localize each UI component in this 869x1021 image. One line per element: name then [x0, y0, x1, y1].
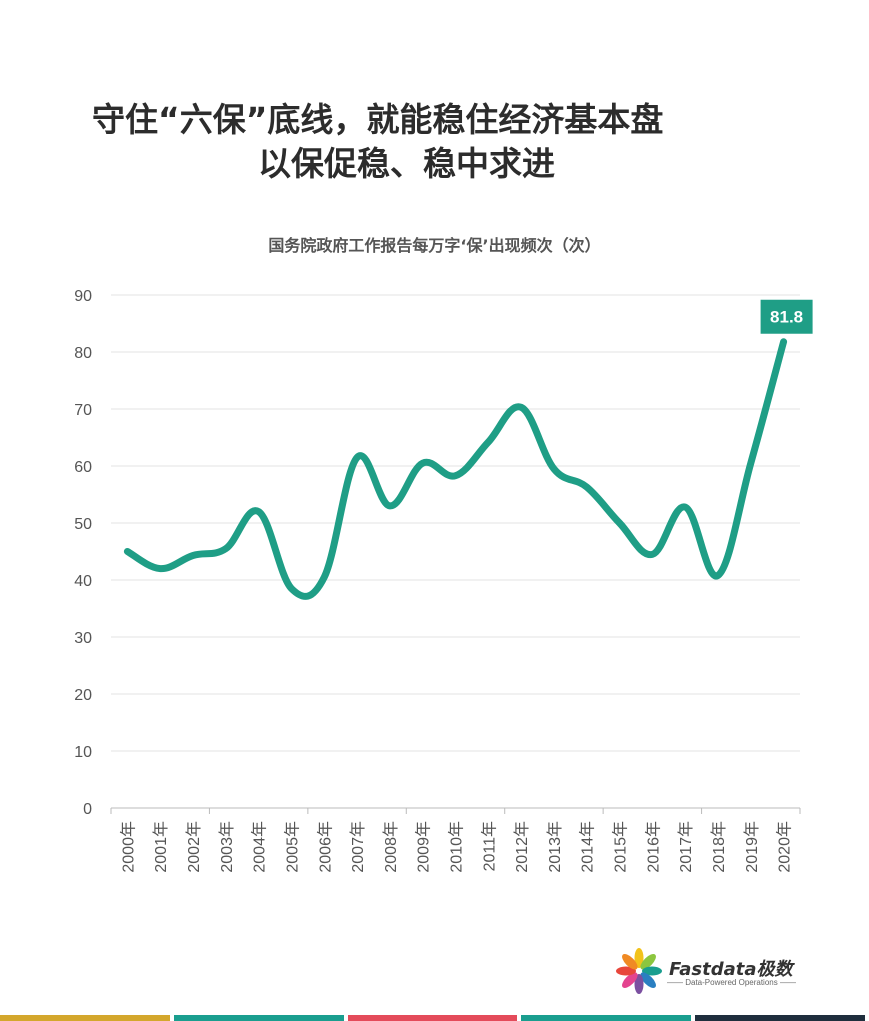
logo-tagline-text: Data-Powered Operations [685, 978, 778, 987]
title-line-1: 守住“六保”底线，就能稳住经济基本盘 [92, 100, 664, 139]
x-tick-label: 2002年 [185, 821, 203, 873]
x-tick-label: 2016年 [644, 821, 662, 873]
y-tick-label: 90 [74, 288, 92, 305]
x-tick-label: 2012年 [513, 821, 531, 873]
x-tick-label: 2020年 [776, 821, 794, 873]
x-tick-label: 2019年 [743, 821, 761, 873]
y-tick-label: 80 [74, 345, 92, 362]
y-tick-label: 70 [74, 402, 92, 419]
logo-name: Fastdata极数 [669, 959, 793, 980]
line-chart: 0 10 20 30 40 50 60 70 80 90 2000年 2001年 2002年 2003年 2… [74, 288, 813, 873]
y-tick-label: 30 [74, 630, 92, 647]
x-tick-label: 2000年 [119, 821, 137, 873]
x-tick-label: 2013年 [546, 821, 564, 873]
x-tick-label: 2011年 [480, 821, 498, 871]
x-tick-label: 2005年 [283, 821, 301, 873]
x-tick-label: 2014年 [579, 821, 597, 873]
y-tick-label: 50 [74, 516, 92, 533]
x-tick-label: 2017年 [677, 821, 695, 873]
x-tick-label: 2008年 [382, 821, 400, 873]
x-tick-label: 2007年 [349, 821, 367, 873]
brand-logo: Fastdata极数 —— Data-Powered Operations —— [613, 945, 813, 997]
y-tick-label: 40 [74, 573, 92, 590]
logo-mark-icon [616, 948, 662, 994]
x-tick-label: 2010年 [448, 821, 466, 873]
chart-subtitle: 国务院政府工作报告每万字‘保’出现频次（次） [268, 236, 601, 255]
x-tick-label: 2006年 [316, 821, 334, 873]
bottom-color-bar [0, 1015, 869, 1021]
x-tick-label: 2003年 [218, 821, 236, 873]
data-label-box [760, 299, 813, 334]
y-tick-label: 0 [83, 801, 92, 818]
title-line-2: 以保促稳、稳中求进 [258, 144, 555, 183]
y-tick-label: 60 [74, 459, 92, 476]
color-bar-segment [695, 1015, 865, 1021]
logo-tagline: —— Data-Powered Operations —— [667, 978, 796, 987]
data-label: 81.8 [770, 308, 803, 327]
color-bar-segment [173, 1015, 344, 1021]
x-tick-label: 2009年 [415, 821, 433, 873]
y-tick-label: 10 [74, 744, 92, 761]
x-tick-label: 2015年 [612, 821, 630, 873]
color-bar-segment [347, 1015, 518, 1021]
series-line [123, 338, 788, 600]
color-bar-segment [0, 1015, 170, 1021]
x-tick-label: 2018年 [710, 821, 728, 873]
x-tick-label: 2001年 [152, 821, 170, 873]
color-bar-segment [521, 1015, 692, 1021]
y-tick-label: 20 [74, 687, 92, 704]
x-tick-label: 2004年 [251, 821, 269, 873]
